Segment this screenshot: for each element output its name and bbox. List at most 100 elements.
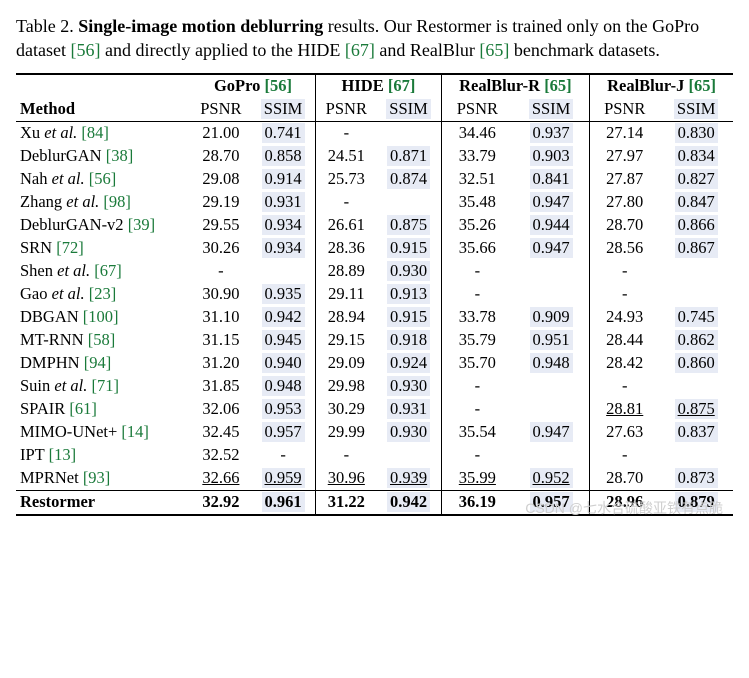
method-cite[interactable]: [93] [83,468,111,487]
rbj-ssim: 0.866 [659,214,733,237]
rbj-ssim [659,283,733,306]
gopro-ssim: 0.959 [251,467,316,491]
hide-psnr: 31.22 [316,490,377,515]
gopro-ssim: - [251,444,316,467]
rbj-ssim: 0.860 [659,352,733,375]
rbj-ssim: 0.827 [659,168,733,191]
method-cell: MIMO-UNet+ [14] [16,421,191,444]
method-cite[interactable]: [61] [69,399,97,418]
hide-ssim [376,191,441,214]
caption-tail3: and RealBlur [375,40,479,60]
hide-psnr: 29.99 [316,421,377,444]
method-cell: Suin et al. [71] [16,375,191,398]
cite-gopro[interactable]: [56] [265,76,293,95]
rbr-psnr: 36.19 [441,490,513,515]
cite-rbj[interactable]: [65] [689,76,717,95]
metric-psnr: PSNR [441,98,513,122]
rbj-ssim: 0.879 [659,490,733,515]
rbj-ssim: 0.745 [659,306,733,329]
rbj-ssim [659,444,733,467]
method-cite[interactable]: [94] [84,353,112,372]
rbj-psnr: - [590,375,660,398]
hide-psnr: - [316,121,377,145]
group-head-realblur-j: RealBlur-J [65] [590,74,733,98]
hide-ssim: 0.942 [376,490,441,515]
rbr-ssim [513,444,590,467]
rbr-psnr: 35.99 [441,467,513,491]
table-row-final: Restormer32.920.96131.220.94236.190.9572… [16,490,733,515]
rbr-ssim: 0.944 [513,214,590,237]
method-cite[interactable]: [56] [89,169,117,188]
metric-ssim: SSIM [513,98,590,122]
method-cite[interactable]: [14] [121,422,149,441]
hide-ssim: 0.874 [376,168,441,191]
rbr-ssim: 0.957 [513,490,590,515]
rbr-ssim: 0.951 [513,329,590,352]
method-cell: DeblurGAN-v2 [39] [16,214,191,237]
rbr-psnr: - [441,260,513,283]
method-cite[interactable]: [39] [128,215,156,234]
caption-lead: Table 2. [16,16,78,36]
table-row: Nah et al. [56]29.080.91425.730.87432.51… [16,168,733,191]
rbr-psnr: 35.66 [441,237,513,260]
gopro-ssim: 0.934 [251,237,316,260]
method-cite[interactable]: [67] [94,261,122,280]
metric-psnr: PSNR [191,98,251,122]
method-cell-final: Restormer [16,490,191,515]
caption-cite-1[interactable]: [56] [70,40,100,60]
table-row: DBGAN [100]31.100.94228.940.91533.780.90… [16,306,733,329]
rbr-ssim [513,375,590,398]
group-head-hide: HIDE [67] [316,74,442,98]
method-cite[interactable]: [23] [89,284,117,303]
cite-rbr[interactable]: [65] [544,76,572,95]
table-row: DeblurGAN-v2 [39]29.550.93426.610.87535.… [16,214,733,237]
rbj-ssim: 0.862 [659,329,733,352]
gopro-ssim: 0.931 [251,191,316,214]
gopro-psnr: 31.85 [191,375,251,398]
caption-cite-2[interactable]: [67] [345,40,375,60]
rbr-ssim: 0.947 [513,421,590,444]
method-cite[interactable]: [38] [106,146,134,165]
method-cell: Xu et al. [84] [16,121,191,145]
method-cell: DBGAN [100] [16,306,191,329]
caption-tail2: and directly applied to the HIDE [100,40,344,60]
cite-hide[interactable]: [67] [388,76,416,95]
gopro-psnr: 32.06 [191,398,251,421]
method-cite[interactable]: [98] [103,192,131,211]
rbr-ssim: 0.937 [513,121,590,145]
method-cite[interactable]: [84] [81,123,109,142]
method-cite[interactable]: [72] [56,238,84,257]
rbr-ssim: 0.841 [513,168,590,191]
hide-ssim: 0.939 [376,467,441,491]
hide-psnr: 30.29 [316,398,377,421]
method-cell: DeblurGAN [38] [16,145,191,168]
rbr-psnr: 33.79 [441,145,513,168]
hide-ssim [376,444,441,467]
rbj-psnr: 27.87 [590,168,660,191]
gopro-ssim: 0.741 [251,121,316,145]
gopro-psnr: 28.70 [191,145,251,168]
caption-cite-3[interactable]: [65] [479,40,509,60]
table-row: MIMO-UNet+ [14]32.450.95729.990.93035.54… [16,421,733,444]
hide-psnr: 28.94 [316,306,377,329]
gopro-ssim: 0.957 [251,421,316,444]
hide-psnr: 29.98 [316,375,377,398]
method-cell: IPT [13] [16,444,191,467]
rbr-ssim: 0.952 [513,467,590,491]
method-cite[interactable]: [13] [49,445,77,464]
gopro-ssim: 0.948 [251,375,316,398]
rbj-psnr: 28.70 [590,214,660,237]
method-cite[interactable]: [71] [92,376,120,395]
method-cite[interactable]: [100] [83,307,119,326]
gopro-psnr: 32.52 [191,444,251,467]
rbr-ssim [513,283,590,306]
rbr-psnr: 35.26 [441,214,513,237]
rbj-ssim [659,375,733,398]
hide-ssim: 0.915 [376,237,441,260]
gopro-psnr: 32.66 [191,467,251,491]
rbr-psnr: 35.79 [441,329,513,352]
hide-psnr: 29.15 [316,329,377,352]
method-cite[interactable]: [58] [88,330,116,349]
gopro-psnr: 32.45 [191,421,251,444]
gopro-psnr: 32.92 [191,490,251,515]
